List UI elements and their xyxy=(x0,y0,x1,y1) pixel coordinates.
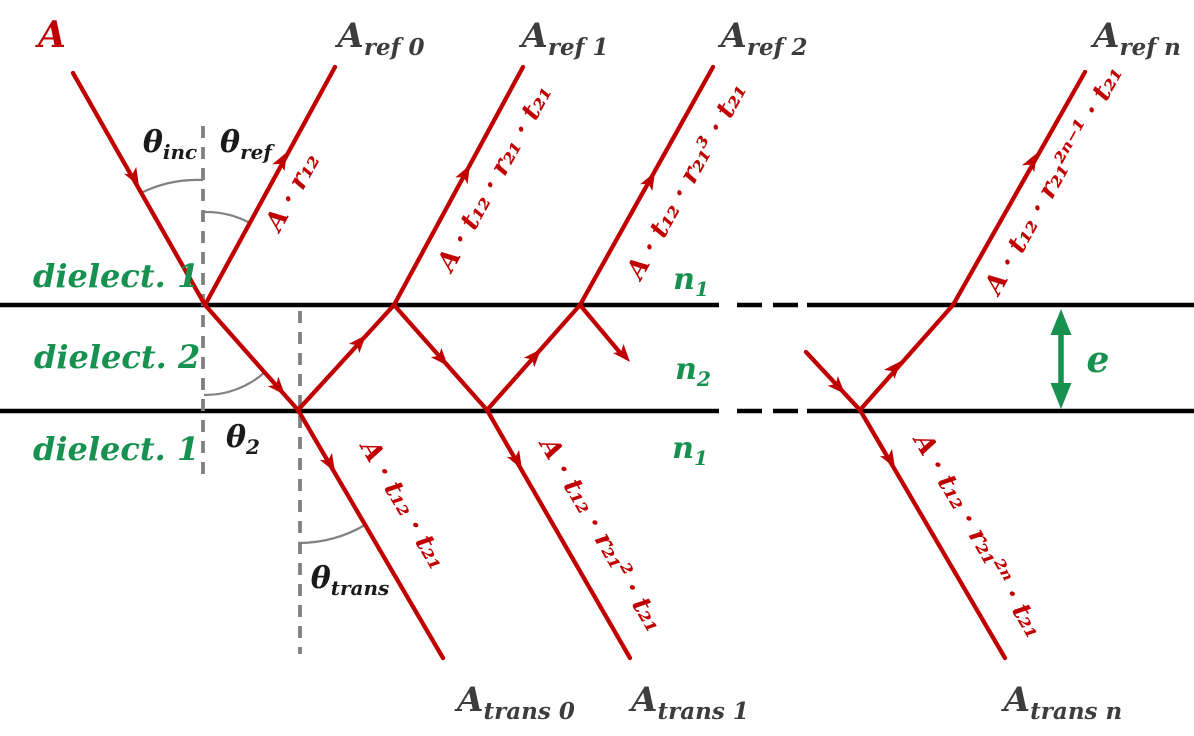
label-theta-inc: θinc xyxy=(143,125,197,164)
label-amplitude-ref2: A · t₁₂ · r₂₁³ · t₂₁ xyxy=(619,78,753,287)
label-n1-upper: n1 xyxy=(673,262,709,301)
label-a-trans-n: Atrans n xyxy=(1001,680,1122,725)
arc-theta-ref xyxy=(203,210,251,224)
ray-reflected-2 xyxy=(577,64,716,308)
ray-transmitted-0 xyxy=(295,407,446,661)
ray-reflected-0 xyxy=(202,64,338,308)
label-a-ref-1: Aref 1 xyxy=(518,16,608,61)
arrow-reflected-1 xyxy=(455,161,477,185)
label-theta-trans: θtrans xyxy=(311,561,390,600)
arc-theta-2 xyxy=(203,371,266,397)
label-amplitude-ref1: A · t₁₂ · r₂₁ · t₂₁ xyxy=(430,80,558,279)
label-medium-upper: dielect. 1 xyxy=(33,257,199,295)
ray-transmitted-n xyxy=(857,407,1008,661)
label-theta-2: θ2 xyxy=(226,420,260,459)
label-incident-amplitude: A xyxy=(35,14,66,56)
label-medium-middle: dielect. 2 xyxy=(34,338,200,376)
thickness-arrow xyxy=(1050,309,1072,409)
label-a-ref-0: Aref 0 xyxy=(334,16,424,61)
label-amplitude-trans0: A · t₁₂ · t₂₁ xyxy=(352,433,452,575)
label-amplitude-refn: A · t₁₂ · r₂₁²ⁿ⁻¹ · t₂₁ xyxy=(977,61,1129,302)
ray-internal-down-3-truncated xyxy=(577,302,625,358)
label-a-ref-2: Aref 2 xyxy=(717,16,807,61)
label-theta-ref: θref xyxy=(220,125,275,164)
ray-transmitted-1 xyxy=(484,407,633,661)
ray-reflected-n xyxy=(857,69,1088,413)
thickness-arrow-up-head xyxy=(1050,309,1072,335)
arc-theta-inc xyxy=(142,178,204,193)
ray-incident xyxy=(70,70,208,308)
thickness-arrow-down-head xyxy=(1050,383,1072,409)
label-medium-lower: dielect. 1 xyxy=(33,430,199,468)
arc-theta-trans xyxy=(297,524,366,545)
label-a-trans-1: Atrans 1 xyxy=(628,680,749,725)
ray-reflected-1 xyxy=(391,64,526,308)
label-n2-middle: n2 xyxy=(675,352,711,391)
rays xyxy=(70,64,1088,661)
label-a-ref-n: Aref n xyxy=(1090,16,1181,61)
ray-internal-down-n xyxy=(803,349,863,413)
label-n1-lower: n1 xyxy=(672,431,708,470)
label-a-trans-0: Atrans 0 xyxy=(454,680,575,725)
ray-internal-up-1 xyxy=(295,302,397,413)
label-thickness-e: e xyxy=(1087,339,1110,381)
